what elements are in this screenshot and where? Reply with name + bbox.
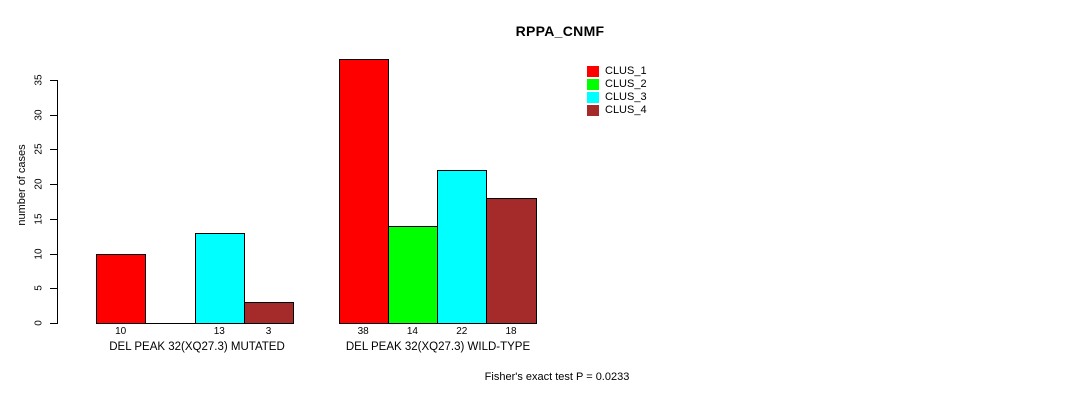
- y-axis-label: number of cases: [16, 144, 28, 226]
- y-tick-mark: [50, 115, 57, 116]
- y-tick-label: 5: [33, 285, 45, 291]
- chart-title: RPPA_CNMF: [515, 23, 605, 39]
- x-group-label: DEL PEAK 32(XQ27.3) MUTATED: [109, 341, 285, 353]
- x-group-label: DEL PEAK 32(XQ27.3) WILD-TYPE: [345, 341, 531, 353]
- y-tick-mark: [50, 254, 57, 255]
- bar-clus_3-group1: [195, 233, 245, 324]
- y-tick-label: 15: [33, 213, 45, 225]
- y-tick-label: 30: [33, 109, 45, 121]
- bar-value-label: 3: [265, 326, 272, 337]
- legend-swatch-icon: [587, 105, 599, 116]
- legend-item-clus_4: CLUS_4: [587, 105, 647, 116]
- legend-label: CLUS_4: [605, 104, 647, 116]
- legend-item-clus_1: CLUS_1: [587, 66, 647, 77]
- bar-clus_1-group1: [96, 254, 146, 324]
- bar-clus_3-group2: [437, 170, 487, 324]
- bar-clus_4-group2: [486, 198, 537, 324]
- legend-swatch-icon: [587, 79, 599, 90]
- bar-value-label: 10: [115, 326, 127, 337]
- legend-swatch-icon: [587, 66, 599, 77]
- legend-item-clus_3: CLUS_3: [587, 92, 647, 103]
- y-tick-label: 35: [33, 74, 45, 86]
- bar-clus_2-group1-zero: [145, 323, 196, 324]
- y-tick-mark: [50, 219, 57, 220]
- bar-value-label: 13: [213, 326, 225, 337]
- y-tick-mark: [50, 149, 57, 150]
- y-tick-mark: [50, 184, 57, 185]
- y-axis-line: [57, 80, 58, 324]
- legend-label: CLUS_1: [605, 65, 647, 77]
- legend-label: CLUS_3: [605, 91, 647, 103]
- legend: CLUS_1 CLUS_2 CLUS_3 CLUS_4: [587, 66, 647, 118]
- legend-label: CLUS_2: [605, 78, 647, 90]
- bar-value-label: 14: [406, 326, 418, 337]
- bar-value-label: 38: [357, 326, 369, 337]
- bar-value-label: 22: [456, 326, 468, 337]
- y-tick-label: 25: [33, 143, 45, 155]
- legend-item-clus_2: CLUS_2: [587, 79, 647, 90]
- legend-swatch-icon: [587, 92, 599, 103]
- y-tick-mark: [50, 288, 57, 289]
- fisher-test-annotation: Fisher's exact test P = 0.0233: [484, 371, 630, 383]
- y-tick-label: 20: [33, 178, 45, 190]
- bar-clus_4-group1: [244, 302, 294, 324]
- y-tick-mark: [50, 80, 57, 81]
- bar-clus_1-group2: [339, 59, 389, 324]
- bar-value-label: 18: [505, 326, 517, 337]
- y-tick-mark: [50, 323, 57, 324]
- y-tick-label: 10: [33, 248, 45, 260]
- y-tick-label: 0: [33, 320, 45, 326]
- bar-clus_2-group2: [388, 226, 438, 324]
